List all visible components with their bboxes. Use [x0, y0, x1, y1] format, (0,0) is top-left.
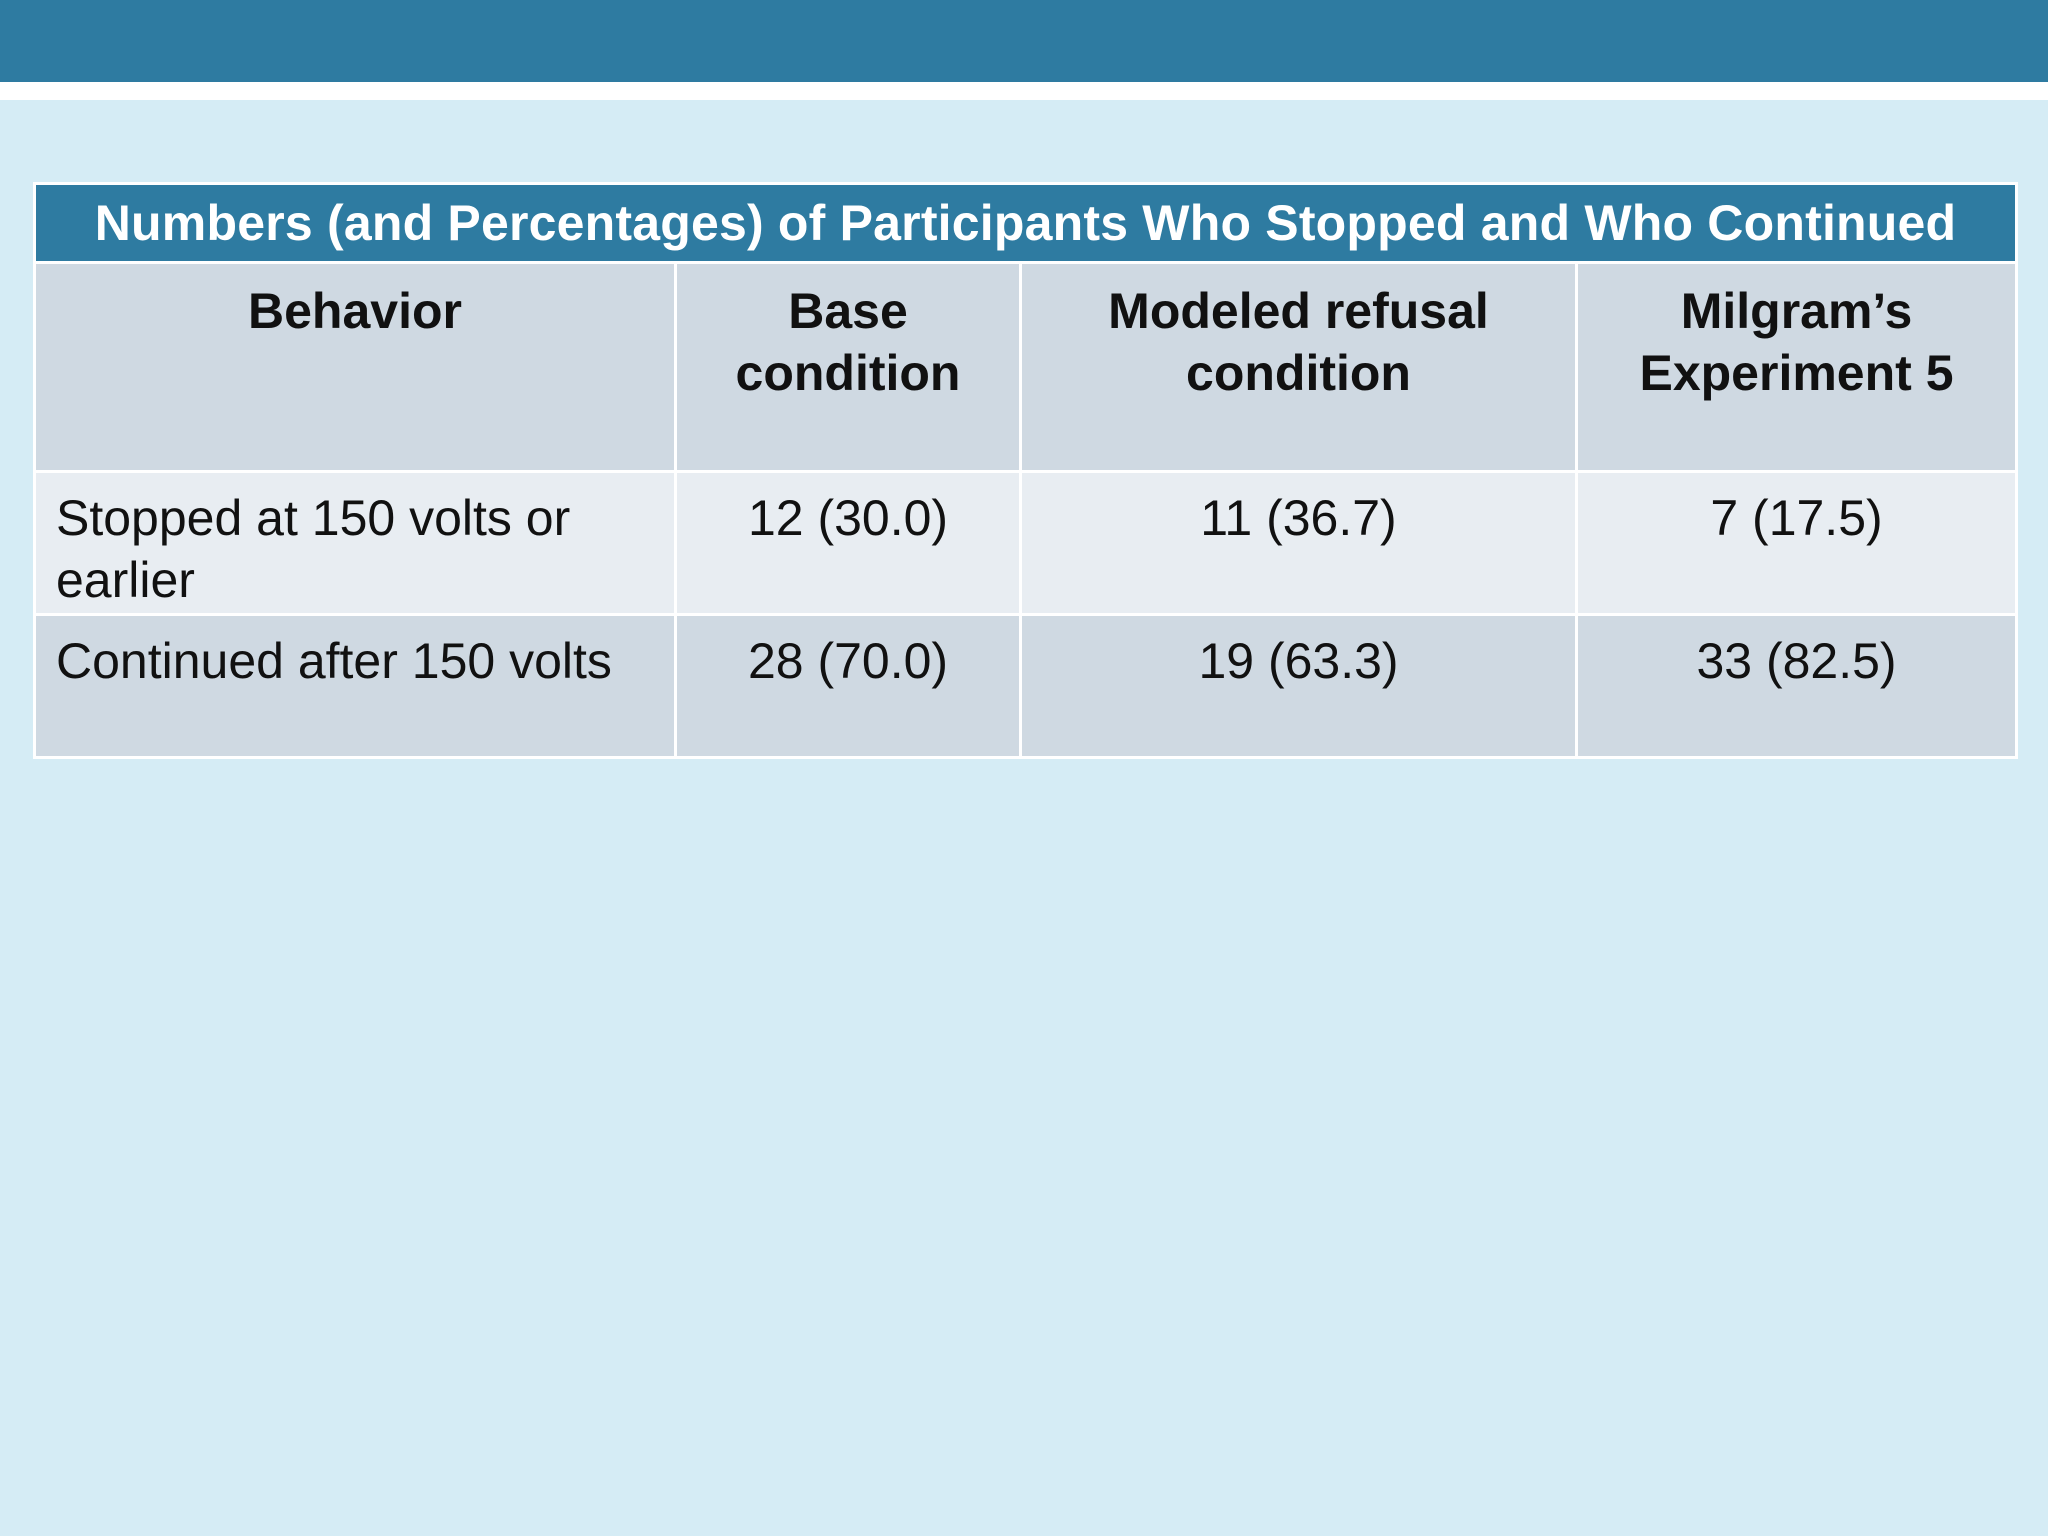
cell-base: 12 (30.0) [674, 470, 1022, 616]
top-banner [0, 0, 2048, 82]
table-title-row: Numbers (and Percentages) of Participant… [32, 182, 2019, 264]
banner-divider [0, 82, 2048, 100]
table-row: Stopped at 150 volts or earlier 12 (30.0… [33, 470, 2019, 616]
cell-modeled-refusal: 19 (63.3) [1019, 613, 1578, 759]
header-milgram-experiment: Milgram’s Experiment 5 [1574, 261, 2019, 473]
results-table: Numbers (and Percentages) of Participant… [32, 182, 2019, 759]
header-milgram-experiment-text: Milgram’s Experiment 5 [1639, 283, 1954, 401]
table-header-row: Behavior Base condition Modeled refusal … [33, 261, 2019, 473]
results-table-container: Numbers (and Percentages) of Participant… [32, 182, 2019, 759]
cell-base: 28 (70.0) [674, 613, 1022, 759]
table-row: Continued after 150 volts 28 (70.0) 19 (… [33, 613, 2019, 759]
header-base-condition: Base condition [674, 261, 1022, 473]
cell-milgram: 7 (17.5) [1574, 470, 2019, 616]
row-label: Stopped at 150 volts or earlier [33, 470, 677, 616]
header-modeled-refusal: Modeled refusal condition [1019, 261, 1578, 473]
row-label-text: Stopped at 150 volts or earlier [56, 490, 571, 608]
header-behavior: Behavior [33, 261, 677, 473]
header-modeled-refusal-text: Modeled refusal condition [1108, 283, 1489, 401]
cell-modeled-refusal: 11 (36.7) [1019, 470, 1578, 616]
header-base-condition-text: Base condition [735, 283, 961, 401]
table-title: Numbers (and Percentages) of Participant… [32, 182, 2019, 264]
row-label: Continued after 150 volts [33, 613, 677, 759]
cell-milgram: 33 (82.5) [1574, 613, 2019, 759]
